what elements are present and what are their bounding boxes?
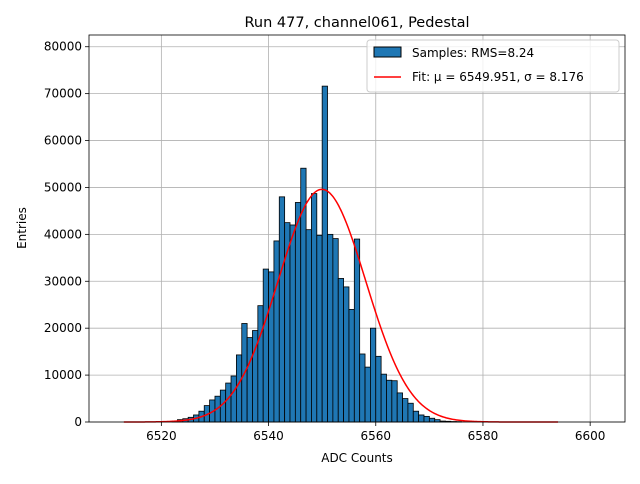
histogram-bar: [279, 197, 284, 422]
x-tick-label: 6540: [253, 429, 284, 443]
histogram-bar: [397, 393, 402, 422]
y-axis-label: Entries: [15, 207, 29, 249]
histogram-bar: [360, 354, 365, 422]
histogram-bar: [376, 356, 381, 422]
histogram-bar: [236, 355, 241, 422]
histogram-bar: [263, 269, 268, 422]
y-tick-label: 70000: [44, 87, 82, 101]
histogram-bar: [354, 239, 359, 422]
histogram-bar: [365, 367, 370, 422]
histogram-bar: [344, 287, 349, 422]
x-tick-label: 6600: [575, 429, 606, 443]
y-tick-label: 60000: [44, 134, 82, 148]
histogram-bar: [429, 418, 434, 422]
histogram-bar: [317, 235, 322, 422]
x-tick-label: 6560: [360, 429, 391, 443]
histogram-bar: [226, 383, 231, 422]
x-axis-label: ADC Counts: [321, 451, 393, 465]
histogram-bar: [274, 241, 279, 422]
histogram-bar: [370, 328, 375, 422]
histogram-bar: [349, 309, 354, 422]
histogram-bar: [424, 416, 429, 422]
histogram-bar: [338, 278, 343, 422]
histogram-bar: [311, 194, 316, 422]
y-tick-label: 30000: [44, 274, 82, 288]
legend-fit-label: Fit: μ = 6549.951, σ = 8.176: [412, 70, 584, 84]
histogram-bar: [231, 376, 236, 422]
histogram-bar: [247, 338, 252, 422]
histogram-bar: [386, 380, 391, 422]
histogram-bar: [322, 86, 327, 422]
y-tick-label: 40000: [44, 227, 82, 241]
y-tick-label: 20000: [44, 321, 82, 335]
histogram-bar: [408, 403, 413, 422]
histogram-bar: [328, 234, 333, 422]
histogram-bar: [295, 202, 300, 422]
chart-title: Run 477, channel061, Pedestal: [244, 15, 469, 31]
y-tick-label: 10000: [44, 368, 82, 382]
histogram-bar: [419, 415, 424, 422]
legend: Samples: RMS=8.24 Fit: μ = 6549.951, σ =…: [367, 40, 619, 92]
legend-histogram-label: Samples: RMS=8.24: [412, 46, 534, 60]
histogram-bar: [381, 374, 386, 422]
x-tick-label: 6520: [146, 429, 177, 443]
histogram-bar: [333, 239, 338, 422]
y-tick-label: 80000: [44, 40, 82, 54]
legend-histogram-swatch: [374, 47, 401, 57]
x-tick-label: 6580: [468, 429, 499, 443]
histogram-bar: [258, 306, 263, 422]
histogram-bar: [290, 225, 295, 422]
y-tick-label: 0: [74, 415, 82, 429]
histogram-bar: [306, 230, 311, 422]
y-tick-label: 50000: [44, 180, 82, 194]
histogram-bar: [403, 399, 408, 422]
histogram-bar: [392, 381, 397, 422]
histogram-bar: [413, 411, 418, 422]
